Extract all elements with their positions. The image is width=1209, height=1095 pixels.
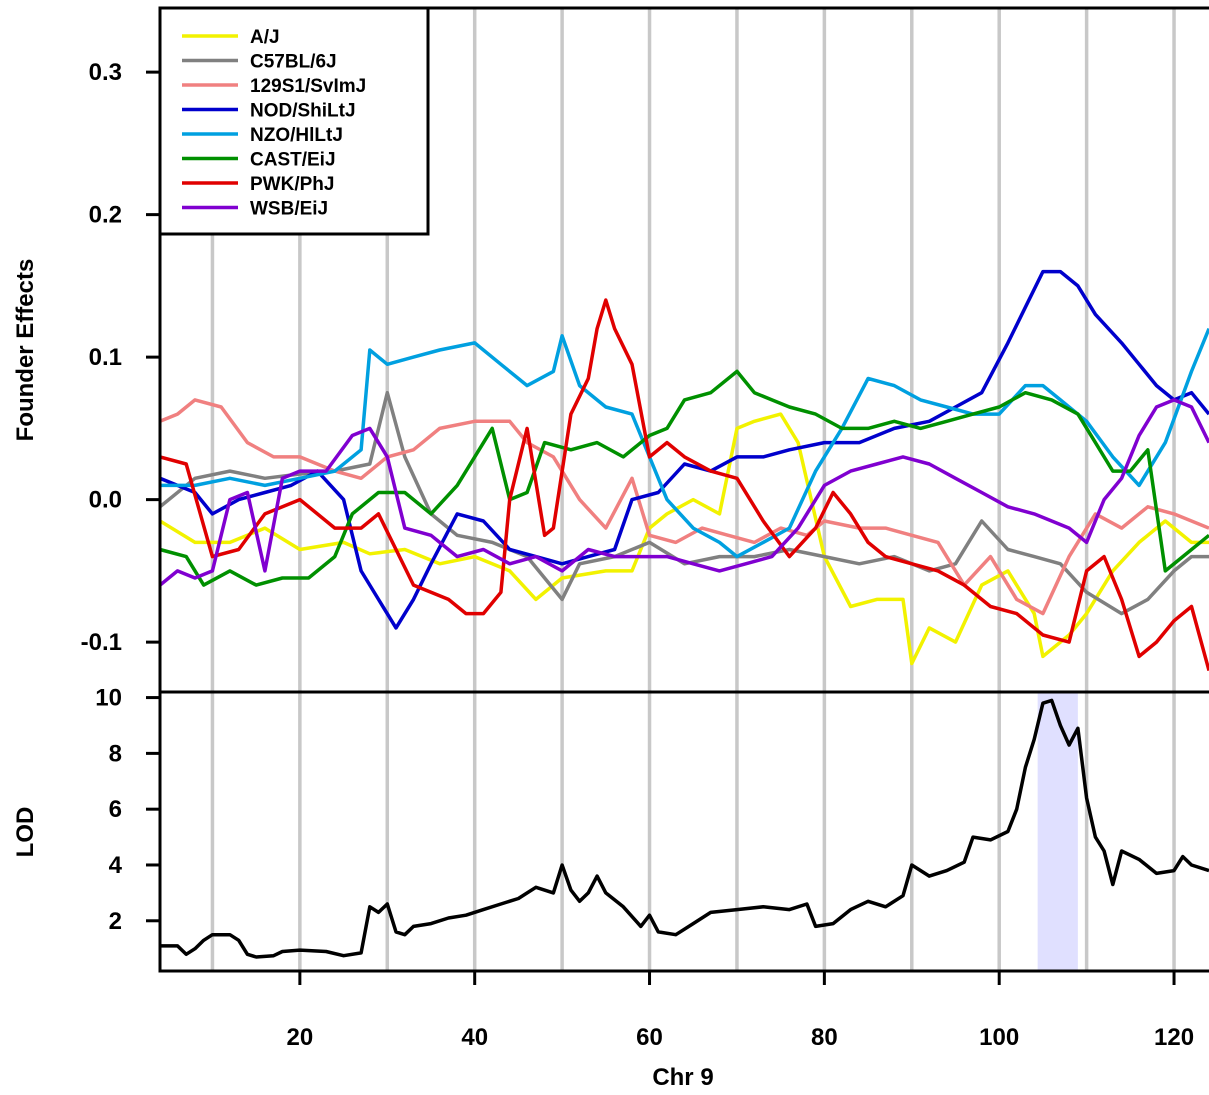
y-tick-label: 0.1: [89, 344, 122, 371]
series-line-nod-shiltj: [160, 269, 1209, 630]
bottom-y-axis: 10 8 6 4 2: [95, 685, 160, 935]
legend-label: A/J: [250, 27, 280, 48]
y-tick-label: 0.0: [89, 487, 122, 514]
series-line-pwk-phj: [160, 298, 1209, 672]
x-axis: 20 40 60 80 100 120: [287, 971, 1194, 1051]
x-axis-title: Chr 9: [652, 1064, 713, 1091]
legend: A/J C57BL/6J 129S1/SvImJ NOD/ShiLtJ NZO/HlLt…: [158, 6, 430, 236]
series-line-lod: [160, 698, 1209, 959]
legend-label: 129S1/SvImJ: [250, 76, 366, 97]
legend-label: PWK/PhJ: [250, 174, 334, 195]
y-tick-label: -0.1: [81, 629, 122, 656]
founder-effects-lines: [160, 269, 1209, 672]
y-tick-label: 0.2: [89, 202, 122, 229]
bottom-y-axis-title: LOD: [12, 807, 39, 858]
x-tick-label: 80: [811, 1024, 838, 1051]
x-tick-label: 40: [461, 1024, 488, 1051]
series-line-cast-eij: [160, 369, 1209, 587]
legend-label: NOD/ShiLtJ: [250, 101, 356, 122]
legend-label: WSB/EiJ: [250, 199, 328, 220]
y-tick-label: 6: [109, 796, 122, 823]
y-tick-label: 8: [109, 740, 122, 767]
series-line-nzo-hlltj: [160, 327, 1209, 559]
founder-effects-panel: 0.3 0.2 0.1 0.0 -0.1 Founder Effects A/J C57B…: [12, 6, 1209, 692]
legend-label: NZO/HlLtJ: [250, 125, 343, 146]
series-line-a-j: [160, 412, 1209, 666]
y-tick-label: 2: [109, 908, 122, 935]
bottom-plot-frame: [158, 690, 1209, 973]
y-tick-label: 0.3: [89, 59, 122, 86]
y-tick-label: 4: [109, 852, 123, 879]
series-line-wsb-eij: [160, 398, 1209, 587]
top-y-axis: 0.3 0.2 0.1 0.0 -0.1: [81, 59, 160, 656]
peak-interval-highlight: [1037, 692, 1078, 971]
series-line-129s1-svimj: [160, 398, 1209, 616]
legend-label: CAST/EiJ: [250, 150, 336, 171]
bottom-gridlines: [210, 692, 1176, 971]
lod-panel: 10 8 6 4 2 20 40 60 80 100 120 LOD Chr 9: [12, 685, 1209, 1091]
x-tick-label: 100: [979, 1024, 1019, 1051]
x-tick-label: 60: [636, 1024, 663, 1051]
y-tick-label: 10: [95, 685, 122, 712]
x-tick-label: 120: [1154, 1024, 1194, 1051]
legend-label: C57BL/6J: [250, 52, 337, 73]
x-tick-label: 20: [287, 1024, 314, 1051]
lod-line: [160, 698, 1209, 959]
top-y-axis-title: Founder Effects: [12, 259, 39, 442]
